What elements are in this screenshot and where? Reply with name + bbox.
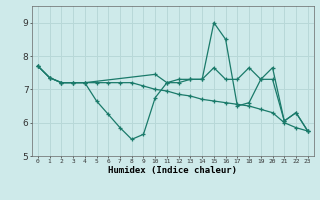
X-axis label: Humidex (Indice chaleur): Humidex (Indice chaleur) [108, 166, 237, 175]
